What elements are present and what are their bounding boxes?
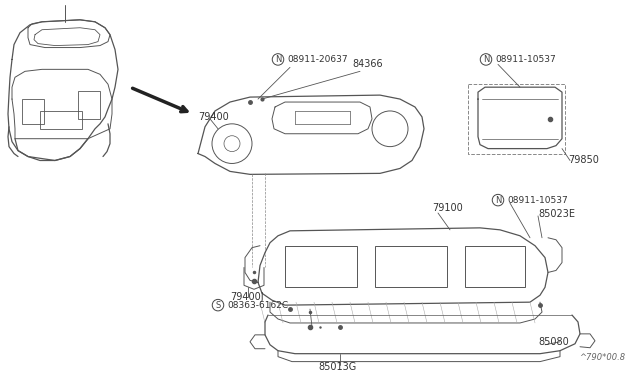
Text: S: S: [216, 301, 221, 310]
Text: 85023E: 85023E: [538, 209, 575, 219]
Text: 08911-20637: 08911-20637: [287, 55, 348, 64]
Text: 08911-10537: 08911-10537: [507, 196, 568, 205]
Text: 79400: 79400: [198, 112, 228, 122]
Text: 79400J: 79400J: [230, 292, 264, 302]
Bar: [78, 91, 100, 119]
Text: 79100: 79100: [432, 203, 463, 213]
Text: ^790*00.8: ^790*00.8: [579, 353, 625, 362]
Text: N: N: [275, 55, 281, 64]
Bar: [40, 111, 82, 129]
Bar: [375, 246, 447, 287]
Text: N: N: [495, 196, 501, 205]
Text: 84366: 84366: [352, 60, 383, 70]
Text: 08363-6162C: 08363-6162C: [227, 301, 288, 310]
Bar: [285, 246, 357, 287]
Bar: [465, 246, 525, 287]
Bar: [22, 99, 44, 124]
Text: 79850: 79850: [568, 155, 599, 166]
Text: 85013G: 85013G: [318, 362, 356, 372]
Text: 08911-10537: 08911-10537: [495, 55, 556, 64]
Text: 85080: 85080: [538, 337, 569, 347]
Text: N: N: [483, 55, 489, 64]
